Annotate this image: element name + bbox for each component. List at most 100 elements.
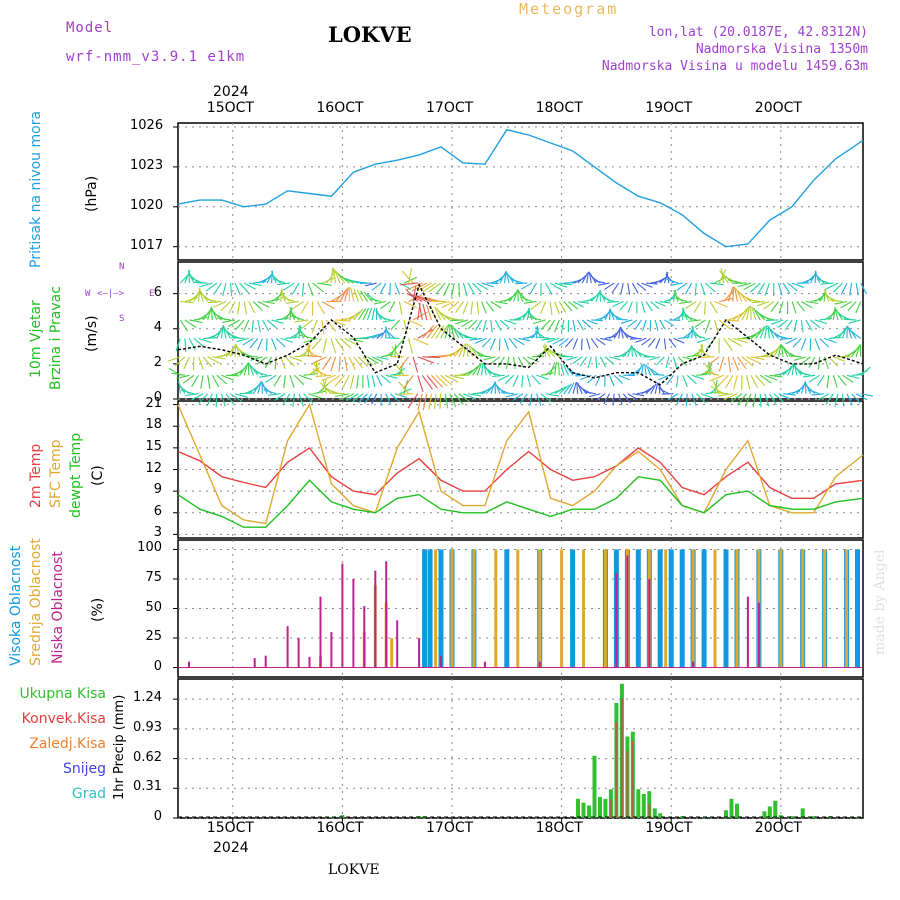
wind-arrow xyxy=(394,338,405,350)
wind-arrow xyxy=(691,393,697,406)
wind-arrow xyxy=(767,325,770,339)
wind-arrow xyxy=(719,297,734,303)
wind-arrow xyxy=(751,356,766,361)
wind-arrow xyxy=(202,356,213,368)
wind-arrow xyxy=(510,278,523,284)
wind-arrow xyxy=(808,356,816,368)
wind-arrow xyxy=(505,270,510,284)
wind-arrow xyxy=(248,385,259,395)
wind-arrow xyxy=(394,282,401,295)
wind-arrow xyxy=(206,393,213,407)
wind-arrow xyxy=(508,338,518,349)
temp-series-line-2 xyxy=(177,475,864,528)
wind-arrow xyxy=(759,374,772,384)
wind-arrow xyxy=(572,301,584,308)
cloud-bar xyxy=(603,549,607,668)
wind-arrow xyxy=(682,310,693,321)
wind-arrow xyxy=(408,338,413,354)
wind-arrow xyxy=(771,319,784,325)
wind-arrow xyxy=(411,294,428,303)
wind-arrow xyxy=(837,327,847,339)
wind-arrow xyxy=(709,282,724,286)
wind-arrow xyxy=(483,356,496,361)
wind-arrow xyxy=(554,301,560,315)
wind-arrow xyxy=(466,343,469,357)
wind-arrow xyxy=(641,387,652,395)
wind-arrow xyxy=(417,375,424,393)
precip-tick-label: 0.31 xyxy=(133,779,162,795)
wind-arrow xyxy=(494,319,502,332)
wind-arrow xyxy=(396,393,414,396)
wind-arrow xyxy=(564,338,574,348)
cloud-bar xyxy=(723,549,729,668)
wind-arrow xyxy=(334,374,346,387)
precip-bar xyxy=(329,817,334,818)
wind-arrow xyxy=(499,319,510,329)
wind-arrow xyxy=(686,374,697,385)
wind-arrow xyxy=(474,337,487,344)
wind-arrow xyxy=(723,289,735,302)
compass-w: W xyxy=(85,289,91,299)
wind-arrow xyxy=(587,374,597,384)
wind-arrow xyxy=(554,362,557,376)
wind-arrow xyxy=(616,318,628,321)
cloud-bar xyxy=(746,596,749,668)
wind-arrow xyxy=(417,393,423,411)
wind-arrow xyxy=(595,375,601,387)
wind-arrow xyxy=(737,337,753,340)
wind-arrow xyxy=(207,332,221,339)
wind-arrow xyxy=(840,301,852,309)
wind-arrow xyxy=(256,356,268,365)
wind-arrow xyxy=(833,356,846,363)
wind-arrow xyxy=(636,282,647,291)
wind-arrow xyxy=(850,330,862,339)
wind-arrow xyxy=(220,325,224,339)
bottom-day-tick-label: 16OCT xyxy=(316,820,364,836)
wind-arrow xyxy=(631,345,633,357)
wind-arrow xyxy=(606,300,619,304)
wind-arrow xyxy=(282,393,291,405)
model-altitude-text: Nadmorska Visina u modelu 1459.63m xyxy=(601,59,868,74)
wind-arrow xyxy=(577,319,584,331)
wind-arrow xyxy=(828,356,839,367)
wind-arrow xyxy=(835,308,843,321)
wind-arrow xyxy=(654,319,659,331)
wind-arrow xyxy=(481,386,493,395)
wind-arrow xyxy=(843,318,857,321)
wind-arrow xyxy=(208,300,222,304)
top-day-tick-label: 16OCT xyxy=(316,100,364,116)
wind-arrow xyxy=(340,393,355,401)
wind-arrow xyxy=(452,325,460,339)
precip-legend-snow: Snijeg xyxy=(62,761,106,777)
wind-arrow xyxy=(333,269,341,284)
wind-arrow xyxy=(193,337,205,348)
wind-arrow xyxy=(619,301,629,311)
wind-arrow xyxy=(391,345,400,358)
cloud-bar xyxy=(823,549,827,668)
wind-arrow xyxy=(793,319,798,333)
wind-arrow xyxy=(356,289,364,302)
wind-arrow xyxy=(595,316,607,321)
wind-arrow xyxy=(832,375,838,388)
wind-arrow xyxy=(422,303,428,321)
wind-arrow xyxy=(751,306,757,321)
wind-arrow xyxy=(340,276,355,284)
wind-arrow xyxy=(855,344,861,358)
wind-arrow xyxy=(761,316,775,321)
wind-arrow xyxy=(294,374,305,386)
wind-arrow xyxy=(249,338,259,349)
wind-arrow xyxy=(481,301,487,314)
wind-arrow xyxy=(274,356,277,370)
wind-arrow xyxy=(700,356,715,358)
wind-arrow xyxy=(526,375,532,388)
wind-arrow xyxy=(312,356,327,364)
wind-arrow xyxy=(763,301,775,310)
temp-series-line-1 xyxy=(177,402,864,525)
precip-tick-label: 1.24 xyxy=(133,690,162,706)
wind-arrow xyxy=(641,282,653,288)
wind-arrow xyxy=(348,356,356,371)
wind-arrow xyxy=(540,319,551,331)
compass-s: S xyxy=(119,314,125,324)
wind-arrow xyxy=(230,393,242,402)
wind-arrow xyxy=(321,301,335,310)
